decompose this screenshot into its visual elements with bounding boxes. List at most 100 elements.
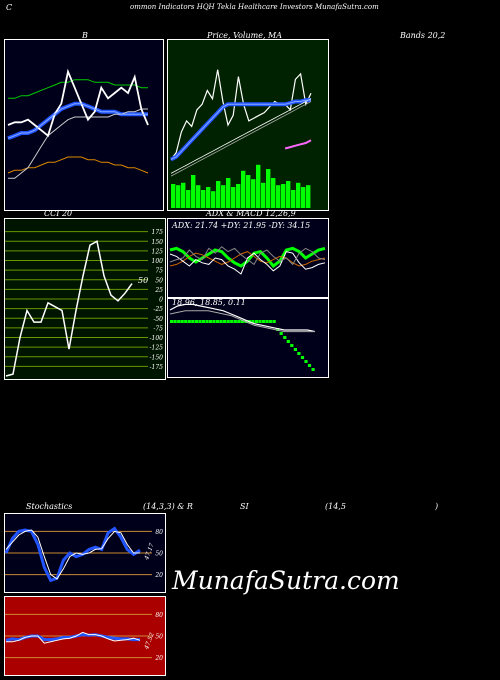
macd-histogram-bar [184,320,188,323]
cci-tick-label: -100 [150,335,164,342]
macd-histogram-bar [226,320,230,323]
volume-bar [291,190,296,208]
cci-tick-label: 125 [152,248,164,255]
adx-title: ADX & MACD 12,26,9 [206,209,296,218]
bb-middle-highlight [7,103,148,139]
macd-histogram-bar [251,320,255,323]
volume-bar [216,181,221,208]
minus-di-line [169,251,326,275]
macd-histogram-bar [208,320,213,323]
panel-background [4,39,164,211]
volume-bar [301,187,306,208]
macd-histogram-bar [205,320,209,323]
macd-histogram-bar [194,320,198,323]
stoch-title: Stochastics [26,502,73,511]
stoch-tick-label: 20 [154,572,163,579]
cci-tick-label: 50 [155,277,163,284]
volume-bar [241,170,246,208]
plus-di-line [169,251,326,267]
macd-histogram-bar [286,340,290,343]
volume-bar [176,185,181,208]
macd-histogram-bar [180,320,184,323]
cci-tick-label: -50 [153,316,163,323]
macd-signal-line [169,310,315,333]
macd-histogram-bar [279,332,283,335]
price-volume-panel [167,39,329,211]
volume-bar [186,190,191,208]
macd-histogram-bar [283,336,287,339]
brand-watermark: MunafaSutra.com [172,566,400,595]
macd-histogram-bar [300,356,305,359]
macd-histogram-bar [272,320,276,323]
bands-right-label: Bands 20,2 [400,31,446,40]
rsi-d-line [6,631,141,644]
rsi-tick-label: 50 [155,634,163,641]
rsi-params: (14,5 [325,502,346,511]
volume-bar [281,184,286,208]
cci-tick-label: -125 [150,345,164,352]
rsi-tick-label: 20 [154,655,163,662]
macd-histogram-bar [177,320,181,323]
macd-histogram-bar [237,320,241,323]
volume-bar [256,164,261,208]
macd-histogram-bar [276,328,280,331]
stoch-tick-label: 80 [155,529,163,536]
cci-tick-label: -75 [153,325,163,332]
macd-histogram-bar [307,364,312,367]
cci-tick-label: 75 [155,268,163,275]
adx-panel [167,218,329,298]
volume-bar [251,179,256,208]
macd-histogram-bar [304,360,308,363]
macd-histogram-bar [187,320,191,323]
macd-histogram-bar [297,352,301,355]
macd-histogram-bar [311,368,315,371]
rsi-close: ) [435,502,439,511]
macd-histogram-bar [265,320,269,323]
volume-bar [246,175,251,208]
volume-bar [306,185,311,208]
volume-bar [276,185,281,208]
cci-annotation: 50 [138,276,148,285]
volume-bar [266,169,271,208]
page-title: ommon Indicators HQH Tekla Healthcare In… [130,3,379,11]
macd-histogram-bar [262,320,266,323]
macd-histogram-bar [216,320,220,323]
ma-grey-line [170,101,312,177]
macd-histogram-bar [254,320,259,323]
macd-histogram-bar [293,348,297,351]
cci-tick-label: 175 [152,229,164,236]
macd-histogram-bar [219,320,223,323]
adx-values: ADX: 21.74 +DY: 21.95 -DY: 34.15 [172,221,311,230]
bb-ma-line [8,108,148,179]
cci-tick-label: 0 [159,297,163,304]
volume-bar [196,185,201,208]
volume-bar [261,182,266,208]
volume-bar [231,187,236,208]
volume-bar [271,178,276,208]
volume-bar [211,191,216,208]
volume-bar [171,184,176,208]
rsi-tick-label: 80 [155,612,163,619]
header-left: C [6,3,13,12]
macd-panel [167,298,329,378]
macd-histogram-bar [170,320,174,323]
volume-bar [236,184,241,208]
macd-histogram-bar [212,320,216,323]
price-line [170,69,312,160]
macd-histogram-bar [223,320,227,323]
rsi-title: SI [240,502,249,511]
cci-tick-label: -175 [150,364,164,371]
cci-panel: 175 150 125 100 75 50 25 0 -25 -50 -75 -100 -125 -150… [4,218,166,380]
bb-lower-band [7,156,149,174]
bb-price-line [7,68,149,138]
price-title: Price, Volume, MA [207,31,283,40]
panel-background [167,298,329,378]
macd-histogram-bar [240,320,244,323]
ma-white-line [170,98,312,174]
macd-values: 18.96, 18.85, 0.11 [172,298,246,307]
volume-bar [191,175,196,208]
bands-left-label: B [82,31,88,40]
volume-bar [286,181,291,208]
bb-upper-band [8,79,148,99]
